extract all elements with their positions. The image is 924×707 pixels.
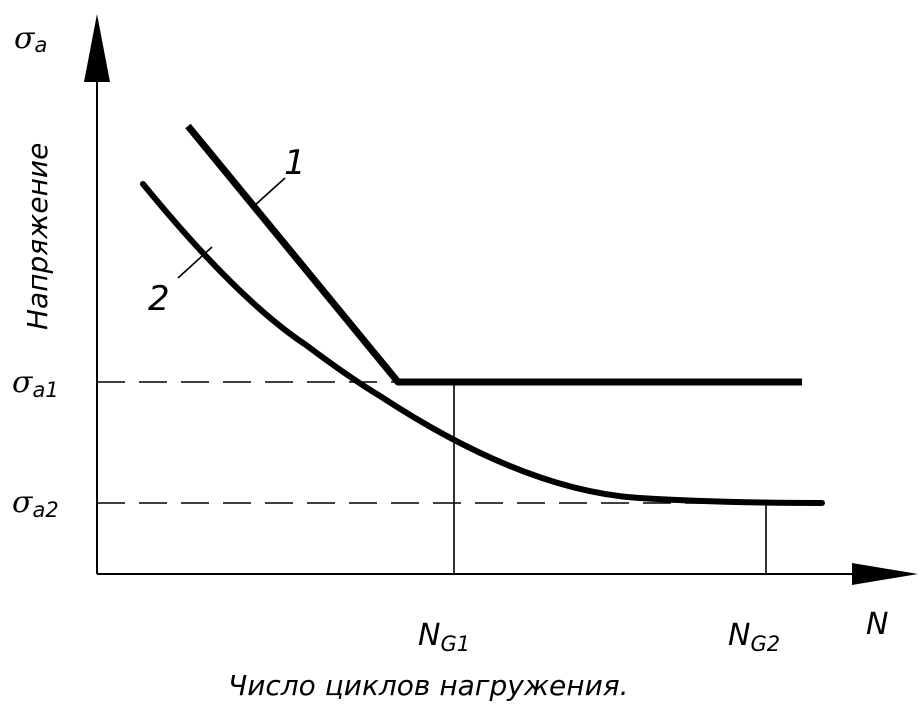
sigma-a1-label: σa1 [12, 365, 59, 402]
curve-2-label: 2 [148, 279, 170, 319]
curve-1-leader [253, 177, 286, 207]
x-axis-title: Число циклов нагружения. [228, 669, 629, 702]
y-axis-arrow [84, 14, 110, 82]
curve-1 [185, 123, 802, 386]
x-axis-symbol: N [866, 607, 888, 642]
y-axis-symbol: σa [14, 21, 47, 57]
curve-1-label: 1 [284, 143, 306, 183]
y-axis-title: Напряжение [21, 143, 54, 330]
curve-2 [140, 181, 825, 506]
ng1-label: NG1 [418, 618, 470, 656]
curve-2-leader [177, 246, 213, 279]
x-axis-arrow [852, 563, 918, 585]
ng2-label: NG2 [728, 618, 780, 656]
sigma-a2-label: σa2 [12, 485, 59, 522]
